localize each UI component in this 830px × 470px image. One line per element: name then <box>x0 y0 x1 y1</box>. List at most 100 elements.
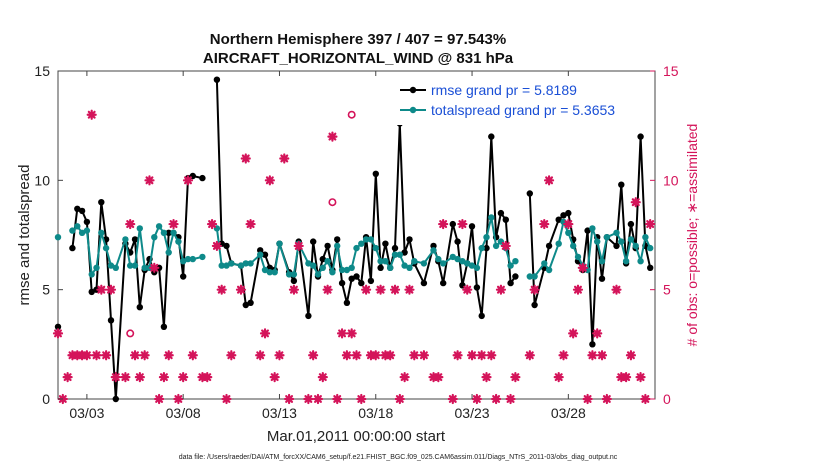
rmse-point-84 <box>531 301 538 309</box>
rmse-point-32 <box>242 301 249 309</box>
rmse-point-0 <box>54 323 62 330</box>
obs-assimilated-marker-12 <box>110 372 121 383</box>
rmse-point-33 <box>247 299 254 306</box>
rmse-point-80 <box>502 216 509 223</box>
obs-assimilated-marker-74 <box>447 393 458 405</box>
totalspread-point-36 <box>266 269 273 276</box>
obs-assimilated-marker-66 <box>394 393 405 405</box>
obs-layer <box>52 109 656 405</box>
obs-possible-marker-0 <box>126 329 135 338</box>
obs-assimilated-marker-106 <box>625 350 637 361</box>
x-tick-label-2: 03/13 <box>262 405 297 421</box>
obs-assimilated-marker-68 <box>404 284 415 295</box>
totalspread-point-14 <box>136 225 143 232</box>
obs-assimilated-marker-87 <box>510 372 521 383</box>
rmse-point-103 <box>637 133 644 140</box>
rmse-point-2 <box>74 205 81 212</box>
obs-assimilated-marker-58 <box>356 393 367 405</box>
totalspread-point-11 <box>122 236 129 243</box>
totalspread-point-58 <box>382 258 389 265</box>
obs-assimilated-marker-9 <box>96 284 107 295</box>
obs-assimilated-marker-61 <box>370 350 381 361</box>
totalspread-point-99 <box>618 238 625 245</box>
rmse-point-73 <box>468 223 476 230</box>
obs-assimilated-marker-98 <box>582 393 593 405</box>
totalspread-point-33 <box>247 260 254 267</box>
totalspread-point-89 <box>565 229 572 236</box>
rmse-point-36 <box>266 264 273 271</box>
y-tick-label-2: 10 <box>34 172 50 188</box>
totalspread-point-45 <box>319 264 326 271</box>
obs-assimilated-marker-94 <box>563 218 574 230</box>
obs-assimilated-marker-46 <box>293 240 304 252</box>
totalspread-point-38 <box>276 240 283 247</box>
obs-assimilated-marker-62 <box>375 284 386 295</box>
obs-assimilated-marker-44 <box>283 393 295 405</box>
totalspread-point-91 <box>574 253 582 261</box>
totalspread-point-39 <box>285 271 293 278</box>
obs-assimilated-marker-81 <box>481 372 492 383</box>
obs-assimilated-marker-22 <box>163 350 174 361</box>
obs-assimilated-marker-35 <box>235 284 247 295</box>
x-axis-label: Mar.01,2011 00:00:00 start <box>267 428 446 445</box>
x-tick-label-0: 03/03 <box>69 405 104 421</box>
obs-assimilated-marker-25 <box>178 372 189 383</box>
totalspread-point-101 <box>627 236 635 243</box>
totalspread-point-85 <box>541 260 548 267</box>
obs-assimilated-marker-56 <box>346 328 357 339</box>
totalspread-point-20 <box>165 249 172 256</box>
rmse-point-60 <box>391 244 399 252</box>
obs-assimilated-marker-82 <box>486 350 497 361</box>
totalspread-point-29 <box>223 262 230 269</box>
obs-assimilated-marker-92 <box>553 372 564 383</box>
obs-assimilated-marker-13 <box>120 372 131 383</box>
axis-layer: 03/03 03/08 03/13 03/18 03/23 03/28 0 5 10 15 0 5 10… <box>34 63 678 421</box>
totalspread-point-35 <box>261 266 269 274</box>
obs-assimilated-marker-45 <box>288 284 300 295</box>
totalspread-point-19 <box>160 229 168 236</box>
rmse-point-43 <box>310 238 317 245</box>
chart-title-line2: AIRCRAFT_HORIZONTAL_WIND @ 831 hPa <box>203 50 514 67</box>
rmse-point-14 <box>136 304 143 311</box>
rmse-point-68 <box>440 279 447 287</box>
obs-assimilated-marker-67 <box>399 372 410 383</box>
obs-assimilated-marker-18 <box>144 175 155 186</box>
totalspread-point-56 <box>372 244 379 252</box>
obs-assimilated-marker-96 <box>572 284 584 295</box>
obs-assimilated-marker-91 <box>543 175 555 186</box>
totalspread-point-22 <box>175 238 182 245</box>
obs-assimilated-marker-105 <box>621 372 632 383</box>
rmse-point-99 <box>618 181 625 188</box>
y-right-tick-label-3: 15 <box>663 63 679 79</box>
rmse-point-55 <box>367 277 375 285</box>
obs-assimilated-marker-32 <box>216 284 227 295</box>
obs-assimilated-marker-64 <box>385 350 396 361</box>
rmse-point-51 <box>348 275 355 282</box>
totalspread-point-74 <box>473 264 481 271</box>
obs-assimilated-marker-21 <box>158 372 170 383</box>
totalspread-point-95 <box>594 238 601 245</box>
totalspread-point-82 <box>512 258 519 265</box>
rmse-point-82 <box>512 273 519 280</box>
totalspread-point-0 <box>54 234 62 241</box>
y-right-tick-label-0: 0 <box>663 391 671 407</box>
totalspread-point-72 <box>464 260 471 267</box>
totalspread-point-83 <box>526 273 533 280</box>
rmse-point-101 <box>627 220 635 228</box>
rmse-point-105 <box>647 264 654 271</box>
legend-box <box>393 77 649 125</box>
obs-assimilated-marker-51 <box>322 284 333 295</box>
obs-assimilated-marker-37 <box>245 218 256 230</box>
obs-assimilated-marker-42 <box>274 350 285 361</box>
legend-marker-totalspread <box>409 106 417 114</box>
totalspread-point-8 <box>102 244 110 252</box>
rmse-point-98 <box>613 242 620 250</box>
rmse-point-62 <box>401 249 408 256</box>
rmse-point-45 <box>319 255 326 263</box>
obs-assimilated-marker-93 <box>558 350 569 361</box>
rmse-point-66 <box>430 242 437 250</box>
data-file-footnote: data file: /Users/raeder/DAI/ATM_forcXX/… <box>179 454 618 461</box>
totalspread-point-97 <box>603 234 611 241</box>
legend-marker-rmse <box>409 86 417 94</box>
